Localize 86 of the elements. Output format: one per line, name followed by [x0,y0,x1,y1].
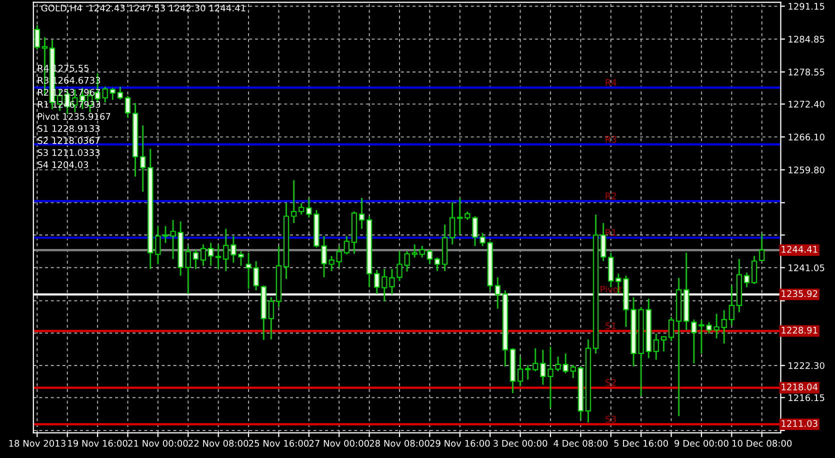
candlestick [494,276,500,310]
candlestick [344,235,350,256]
candlestick [532,348,538,372]
candlestick [268,296,274,340]
ref-line-label: R4 [606,79,616,86]
candlestick [744,272,750,288]
annotation: 1211.03 [782,420,818,427]
candlestick [434,256,440,272]
candlestick [419,245,425,258]
candlestick [223,228,229,272]
annotation: S3 1211.0333 [38,149,100,156]
candlestick [336,245,342,268]
annotation: S4 1204.03 [38,161,88,168]
candlestick [110,87,116,101]
candlestick [208,242,214,267]
x-tick-label: 27 Nov 00:00 [309,440,369,447]
ref-line-label: R2 [606,192,616,200]
candlestick [374,269,380,295]
ref-line-label: S1 [606,322,616,330]
ref-line-label: S3 [606,416,616,423]
x-tick-label: 10 Dec 08:00 [732,440,792,447]
candlestick [117,86,124,100]
x-tick-label: 19 Nov 16:00 [68,440,128,447]
candlestick [306,197,312,219]
annotation: S1 1228.9133 [38,125,100,132]
candlestick [185,245,191,295]
candlestick [124,95,131,118]
candlestick [517,356,524,387]
y-tick-label: 1266.10 [788,134,824,140]
x-tick-label: 22 Nov 08:00 [188,440,248,447]
candlestick [192,248,199,270]
candlestick [759,233,765,262]
candlestick [751,255,758,285]
candlestick [600,222,606,262]
candlestick [291,180,297,224]
x-tick-label: 5 Dec 16:00 [614,440,668,447]
annotation: Pivot 1235.9167 [38,112,110,120]
candlestick [653,332,659,360]
candlestick [412,244,418,258]
candlestick [102,86,108,104]
x-tick-label: 29 Nov 16:00 [430,440,490,447]
candlestick [34,24,40,50]
candlestick [382,268,388,302]
candlestick [668,316,674,342]
candlestick [721,309,727,344]
annotation: 1218.04 [782,384,818,390]
annotation: S2 1218.0367 [38,137,100,144]
chart-title: GOLD,H4 1242.43 1247.53 1242.30 1244.41 [41,4,246,12]
candlestick [246,252,252,290]
x-tick-label: 3 Dec 00:00 [493,440,548,447]
ref-line-label: R1 [606,229,616,236]
x-tick-label: 18 Nov 2013 [9,440,66,447]
ref-line-label: R3 [606,136,616,143]
candlestick [457,197,463,236]
annotation: 1228.91 [782,326,818,334]
y-tick-label: 1278.55 [788,68,824,76]
x-tick-label: 28 Nov 08:00 [370,440,430,447]
y-tick-label: 1291.15 [788,2,824,10]
x-tick-label: 9 Dec 00:00 [674,440,728,447]
candlestick [525,364,531,380]
y-tick-label: 1284.85 [788,36,824,43]
candlestick [426,248,433,265]
ref-line-label: S2 [606,379,616,386]
y-tick-label: 1259.80 [788,166,824,174]
candlestick [200,244,206,267]
candlestick [140,124,146,192]
candlestick [562,352,568,374]
candlestick [660,336,667,352]
y-tick-label: 1272.40 [788,100,824,108]
x-tick-label: 21 Nov 00:00 [128,440,188,447]
candlestick [358,197,365,230]
x-tick-label: 4 Dec 08:00 [554,440,608,447]
candlestick [253,260,259,292]
candlestick [216,244,222,270]
annotation: 1244.41 [782,246,818,253]
x-tick-label: 25 Nov 16:00 [248,440,309,447]
candlestick [691,318,697,364]
candlestick [570,364,576,379]
candlestick [298,202,304,216]
y-tick-label: 1241.05 [788,264,824,272]
y-tick-label: 1222.30 [788,362,824,370]
candlestick [450,201,456,246]
candlestick [328,255,334,272]
y-tick-label: 1216.15 [788,394,824,402]
annotation: 1235.92 [782,290,818,298]
candlestick [728,284,734,326]
